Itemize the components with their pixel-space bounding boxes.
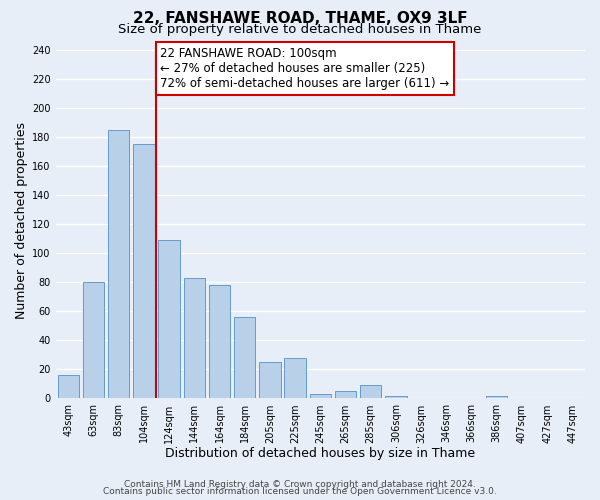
Text: 22 FANSHAWE ROAD: 100sqm
← 27% of detached houses are smaller (225)
72% of semi-: 22 FANSHAWE ROAD: 100sqm ← 27% of detach… [160, 47, 449, 90]
Bar [234, 317, 256, 398]
Text: Size of property relative to detached houses in Thame: Size of property relative to detached ho… [118, 22, 482, 36]
Text: Contains public sector information licensed under the Open Government Licence v3: Contains public sector information licen… [103, 487, 497, 496]
Text: 22, FANSHAWE ROAD, THAME, OX9 3LF: 22, FANSHAWE ROAD, THAME, OX9 3LF [133, 11, 467, 26]
Bar [385, 396, 407, 398]
Bar [259, 362, 281, 399]
Bar [108, 130, 130, 398]
Bar [335, 391, 356, 398]
Bar [83, 282, 104, 399]
Bar [209, 285, 230, 399]
Y-axis label: Number of detached properties: Number of detached properties [15, 122, 28, 319]
X-axis label: Distribution of detached houses by size in Thame: Distribution of detached houses by size … [165, 447, 475, 460]
Bar [133, 144, 155, 399]
Bar [58, 375, 79, 398]
Text: Contains HM Land Registry data © Crown copyright and database right 2024.: Contains HM Land Registry data © Crown c… [124, 480, 476, 489]
Bar [310, 394, 331, 398]
Bar [486, 396, 508, 398]
Bar [284, 358, 306, 399]
Bar [360, 386, 382, 398]
Bar [184, 278, 205, 398]
Bar [158, 240, 180, 398]
